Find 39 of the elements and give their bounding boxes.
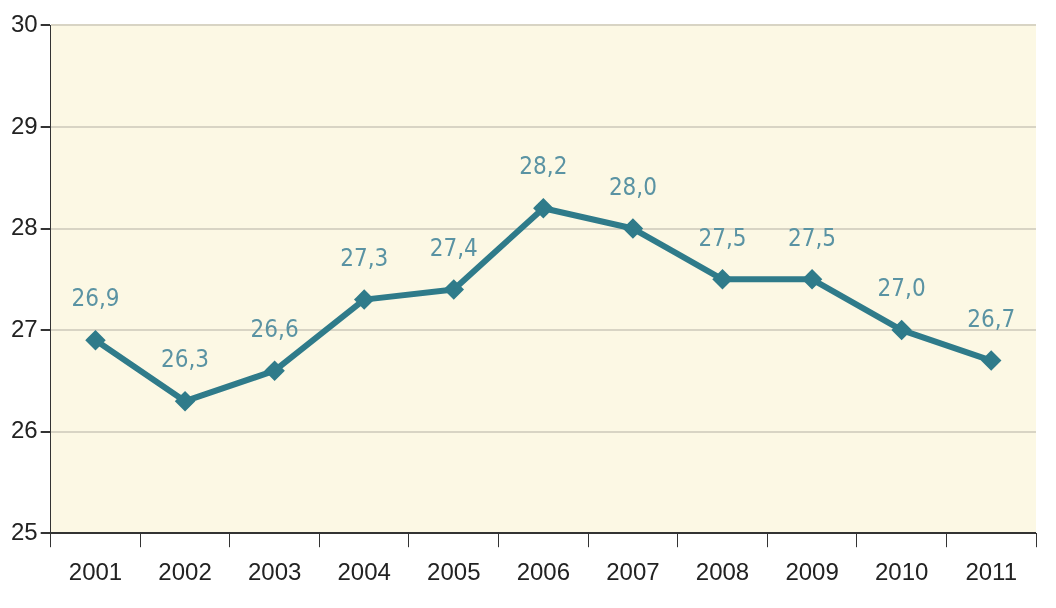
x-tick-label: 2004 [337,558,391,586]
y-tick-label: 29 [10,111,38,139]
point [982,351,1001,370]
data-label: 26,7 [967,304,1016,333]
y-tick-label: 26 [10,416,38,444]
data-label: 27,5 [698,223,747,252]
x-tick-label: 2010 [874,558,929,586]
point [623,219,642,238]
point [444,280,463,299]
data-label: 27,5 [788,223,837,252]
data-label: 27,3 [340,243,389,272]
y-tick-label: 25 [10,517,38,545]
y-tick-label: 28 [10,213,38,241]
x-tick-label: 2002 [158,558,212,586]
point [86,331,105,350]
point [265,361,284,380]
data-label: 26,9 [71,284,120,313]
point [713,270,732,289]
data-label: 27,0 [877,274,926,303]
data-label: 26,6 [250,314,299,343]
x-tick-label: 2008 [695,558,750,586]
data-label: 28,0 [608,172,657,201]
x-tick-label: 2007 [606,558,660,586]
point [176,392,195,411]
data-label: 26,3 [161,345,210,374]
y-tick-label: 27 [10,314,38,342]
x-tick-label: 2011 [965,558,1018,586]
y-tick-label: 30 [10,10,38,38]
x-tick-label: 2009 [785,558,839,586]
x-tick-label: 2003 [247,558,302,586]
x-tick-label: 2006 [516,558,571,586]
point [892,321,911,340]
point [534,199,553,218]
point [803,270,822,289]
point [355,290,374,309]
data-label: 28,2 [519,152,568,181]
x-tick-label: 2001 [68,558,123,586]
x-tick-label: 2005 [427,558,481,586]
data-label: 27,4 [429,233,478,262]
